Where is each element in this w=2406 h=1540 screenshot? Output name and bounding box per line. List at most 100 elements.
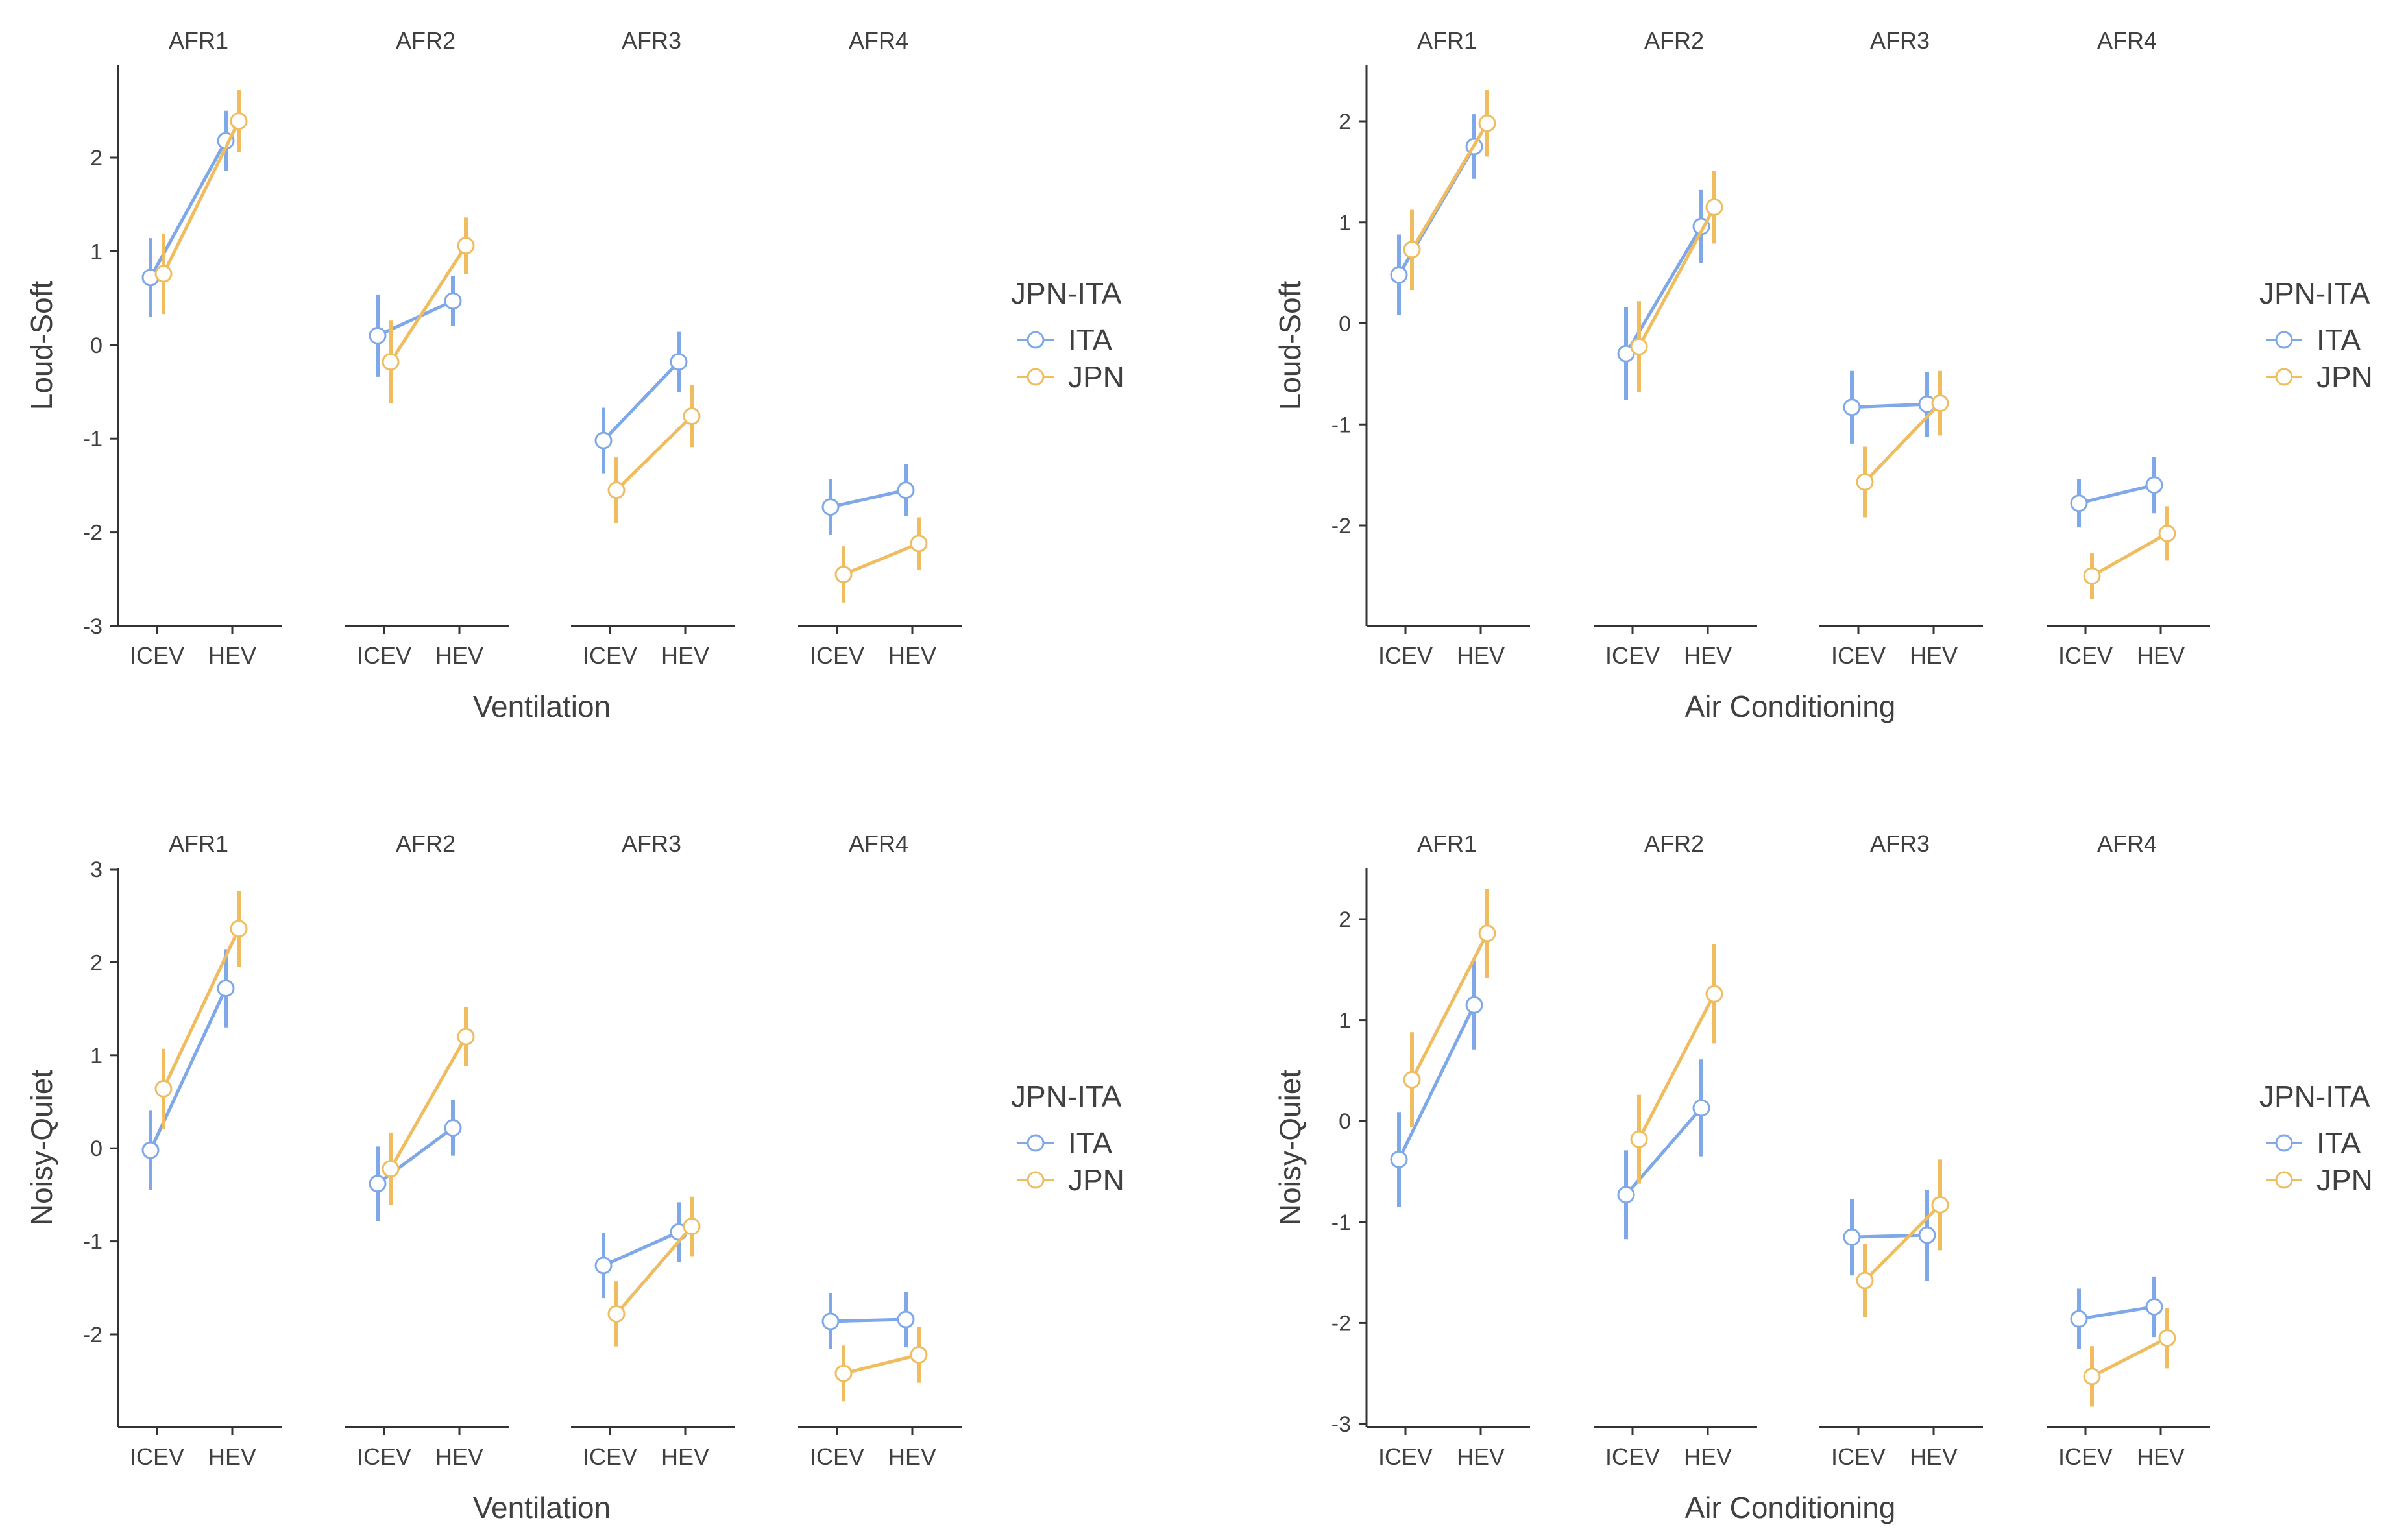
y-tick-label: 2: [90, 950, 103, 975]
y-tick-label: -2: [83, 1323, 103, 1347]
y-tick-label: -1: [83, 1230, 103, 1255]
legend-label-jpn: JPN: [2316, 360, 2373, 394]
data-point-ita: [369, 1175, 387, 1193]
series-line-jpn: [1864, 402, 1941, 483]
x-tick-label: ICEV: [130, 1443, 184, 1470]
legend-key-marker: [2275, 368, 2293, 386]
panel-strip-label: AFR1: [169, 27, 228, 54]
series-line-ita: [1851, 402, 1928, 409]
data-point-ita: [444, 1119, 462, 1137]
series-line-ita: [830, 1317, 906, 1323]
data-point-jpn: [1630, 337, 1648, 355]
y-tick-label: -3: [1331, 1412, 1351, 1437]
data-point-jpn: [154, 1079, 173, 1098]
data-point-ita: [2145, 476, 2163, 494]
y-tick-label: -2: [83, 521, 103, 546]
data-point-ita: [1617, 344, 1635, 363]
series-line-ita: [830, 488, 906, 509]
data-point-jpn: [230, 112, 248, 130]
panel-strip-label: AFR2: [396, 27, 456, 54]
y-tick-label: -1: [1331, 413, 1351, 437]
y-tick-label: 1: [1339, 1009, 1351, 1033]
legend-label-jpn: JPN: [1068, 1163, 1124, 1197]
panel-strip-label: AFR3: [1870, 27, 1930, 54]
x-tick-label: HEV: [1684, 1443, 1732, 1470]
y-tick-label: 2: [1339, 110, 1351, 134]
data-point-jpn: [1403, 241, 1421, 259]
data-point-ita: [897, 481, 915, 499]
series-line-jpn: [389, 245, 468, 363]
series-line-jpn: [2091, 532, 2169, 578]
series-line-jpn: [843, 542, 919, 576]
y-tick-label: 2: [90, 146, 103, 171]
chart-4: -3 -2 -1 0 1 2 Noisy-Quiet Air Conditioning AFR1…: [1273, 830, 2373, 1524]
legend-label-ita: ITA: [2316, 323, 2361, 357]
data-point-ita: [444, 292, 462, 310]
data-point-jpn: [457, 1028, 475, 1046]
x-tick-label: HEV: [208, 642, 256, 669]
chart-2: -2 -1 0 1 2 Loud-Soft Air Conditioning AFR1 ICEV…: [1273, 27, 2373, 723]
legend-key-marker: [1027, 331, 1045, 349]
x-tick-label: HEV: [661, 1443, 709, 1470]
panel-strip-label: AFR4: [2097, 27, 2157, 54]
series-line-ita: [602, 361, 680, 442]
data-point-jpn: [230, 920, 248, 938]
data-point-jpn: [382, 1160, 400, 1178]
data-point-ita: [217, 980, 235, 998]
data-point-jpn: [1478, 924, 1496, 943]
x-tick-label: ICEV: [1378, 642, 1433, 669]
y-tick-label: 0: [1339, 1109, 1351, 1134]
data-point-jpn: [1931, 1196, 1949, 1214]
panel-strip-label: AFR4: [849, 27, 908, 54]
data-point-ita: [1843, 1228, 1861, 1246]
legend-title: JPN-ITA: [2259, 1079, 2370, 1113]
x-tick-label: HEV: [208, 1443, 256, 1470]
data-point-ita: [1617, 1186, 1635, 1204]
x-tick-label: ICEV: [810, 642, 864, 669]
x-tick-label: HEV: [1457, 642, 1505, 669]
data-point-ita: [821, 498, 840, 516]
data-point-ita: [594, 1257, 613, 1275]
data-point-jpn: [154, 265, 173, 283]
series-line-ita: [602, 1230, 680, 1268]
series-line-jpn: [1864, 1203, 1941, 1282]
legend-key-marker: [1027, 1134, 1045, 1152]
legend-title: JPN-ITA: [1011, 1079, 1122, 1113]
legend-key-marker: [2275, 1134, 2293, 1152]
series-line-ita: [2078, 483, 2155, 505]
x-tick-label: ICEV: [810, 1443, 864, 1470]
data-point-ita: [1918, 1226, 1936, 1244]
x-axis-label: Air Conditioning: [1685, 1491, 1896, 1524]
data-point-jpn: [1856, 1271, 1874, 1290]
x-tick-label: ICEV: [1605, 1443, 1660, 1470]
legend-key-marker: [1027, 368, 1045, 386]
data-point-ita: [594, 431, 613, 450]
legend-key-marker: [2275, 331, 2293, 349]
data-point-ita: [141, 1141, 160, 1159]
data-point-ita: [2070, 1310, 2088, 1328]
x-tick-label: HEV: [2137, 642, 2185, 669]
data-point-jpn: [2158, 1329, 2176, 1347]
x-tick-label: ICEV: [1831, 1443, 1886, 1470]
x-tick-label: ICEV: [2058, 642, 2113, 669]
y-tick-label: 2: [1339, 908, 1351, 932]
y-axis-label: Loud-Soft: [25, 281, 58, 411]
x-tick-label: ICEV: [130, 642, 184, 669]
data-point-jpn: [683, 1218, 701, 1236]
y-tick-label: -3: [83, 614, 103, 639]
data-point-jpn: [382, 353, 400, 371]
series-line-jpn: [615, 415, 693, 492]
series-line-jpn: [1410, 122, 1489, 251]
data-point-ita: [1390, 266, 1408, 284]
panel-strip-label: AFR2: [1644, 830, 1704, 857]
y-axis-label: Noisy-Quiet: [1273, 1070, 1307, 1226]
panel-strip-label: AFR1: [1417, 27, 1477, 54]
data-point-jpn: [457, 237, 475, 255]
legend-title: JPN-ITA: [2259, 276, 2370, 310]
data-point-jpn: [834, 566, 853, 584]
data-point-jpn: [2083, 1367, 2101, 1386]
legend-label-jpn: JPN: [1068, 360, 1124, 394]
y-tick-label: -2: [1331, 514, 1351, 538]
x-axis-label: Ventilation: [473, 1491, 611, 1524]
y-tick-label: -1: [1331, 1210, 1351, 1235]
